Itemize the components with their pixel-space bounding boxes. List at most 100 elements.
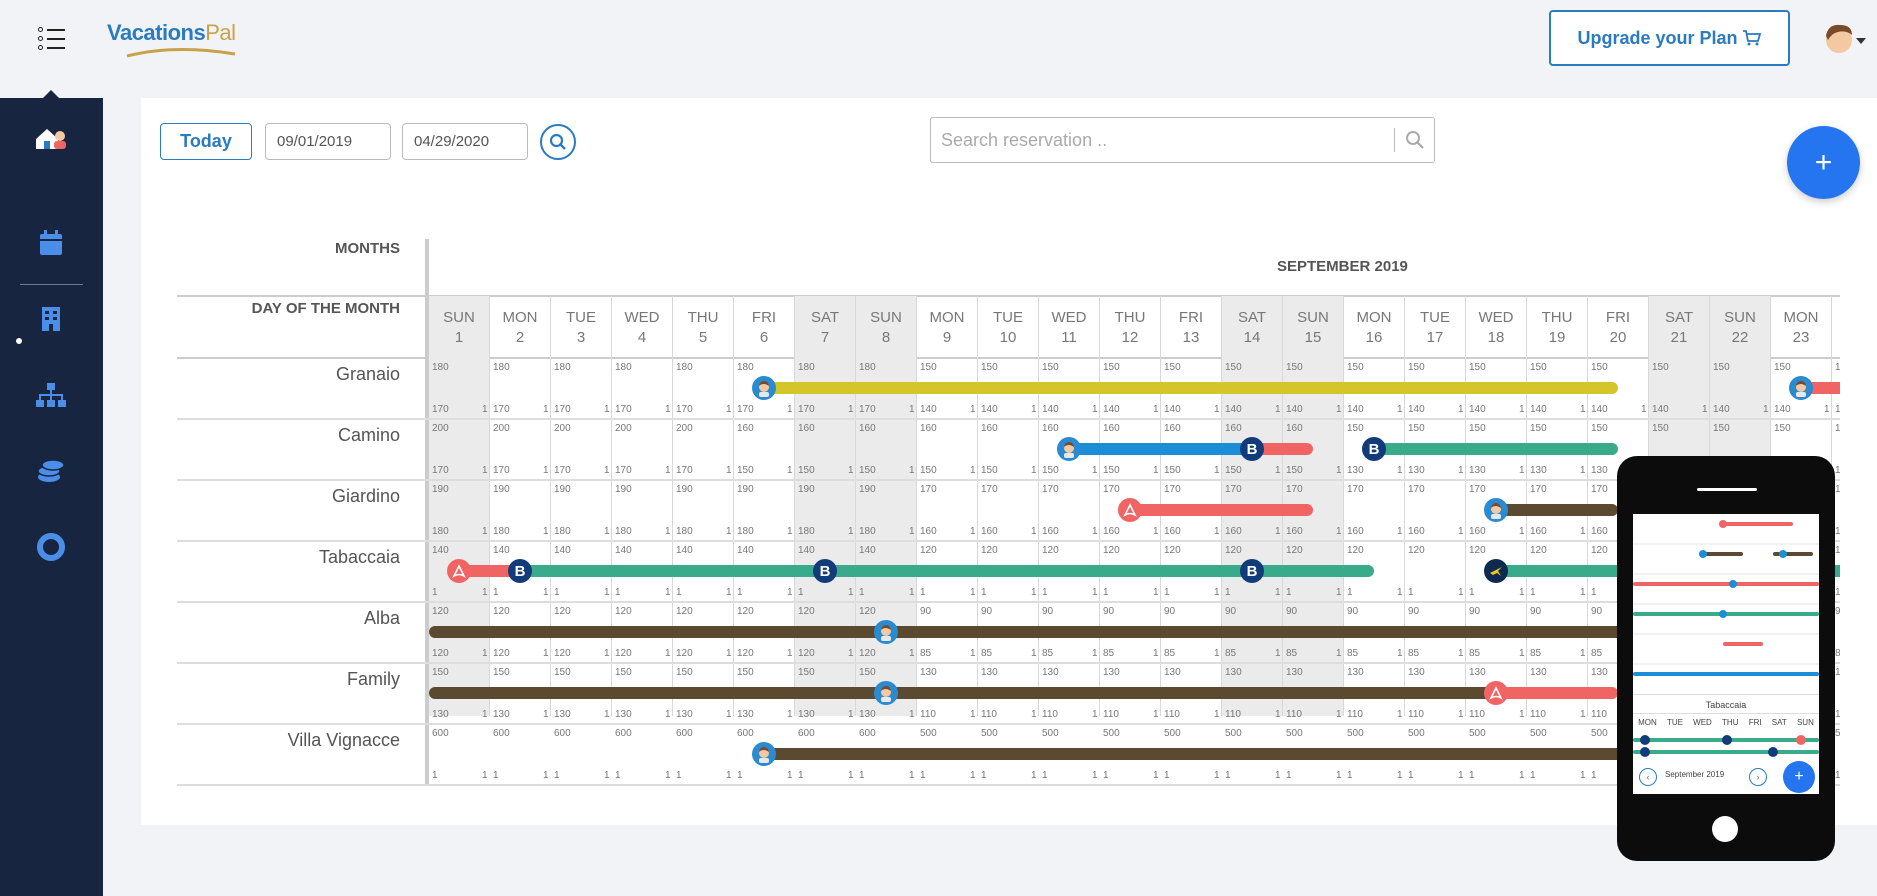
- day-price: 500: [1530, 728, 1547, 739]
- airbnb-icon[interactable]: [1484, 681, 1508, 705]
- day-price: 130: [1164, 667, 1181, 678]
- search-icon[interactable]: [1405, 130, 1425, 150]
- airbnb-icon[interactable]: [447, 559, 471, 583]
- sidebar-item-support[interactable]: [30, 526, 72, 568]
- room-name[interactable]: Tabaccaia: [318, 547, 400, 567]
- day-min-price: 130: [1347, 465, 1364, 476]
- today-button[interactable]: Today: [160, 123, 252, 160]
- guest-avatar-icon[interactable]: [1484, 498, 1508, 522]
- booking-bar[interactable]: [1496, 504, 1618, 516]
- guest-avatar-icon[interactable]: [874, 681, 898, 705]
- guest-avatar-icon[interactable]: [752, 742, 776, 766]
- booking-com-icon[interactable]: B: [1240, 437, 1264, 461]
- day-price: 170: [981, 484, 998, 495]
- room-name[interactable]: Villa Vignacce: [287, 730, 400, 750]
- guest-avatar-icon[interactable]: [1789, 376, 1813, 400]
- day-min-price: 140: [1164, 404, 1181, 415]
- day-min-price: 1: [554, 587, 560, 598]
- day-units: 1: [848, 709, 854, 720]
- booking-com-icon[interactable]: B: [1240, 559, 1264, 583]
- day-min-price: 160: [1042, 526, 1059, 537]
- booking-bar[interactable]: [1252, 443, 1313, 455]
- day-price: 180: [859, 362, 876, 373]
- day-price: 160: [981, 423, 998, 434]
- booking-com-icon[interactable]: B: [813, 559, 837, 583]
- day-of-week: SUN: [443, 309, 475, 326]
- phone-next-month-button[interactable]: ›: [1749, 768, 1767, 786]
- room-name[interactable]: Giardino: [331, 486, 400, 506]
- day-min-price: 130: [615, 709, 632, 720]
- booking-bar[interactable]: [886, 687, 1496, 699]
- day-units: 1: [1458, 465, 1464, 476]
- day-units: 1: [1397, 709, 1403, 720]
- day-min-price: 1: [798, 587, 804, 598]
- day-units: 1: [1824, 404, 1830, 415]
- sidebar-item-properties[interactable]: [30, 298, 72, 340]
- room-name[interactable]: Family: [347, 669, 400, 689]
- day-units: 1: [787, 526, 793, 537]
- room-name[interactable]: Camino: [337, 425, 400, 445]
- booking-com-icon[interactable]: B: [1362, 437, 1386, 461]
- day-min-price: 150: [1286, 465, 1303, 476]
- day-price: 600: [859, 728, 876, 739]
- day-price: 90: [1469, 606, 1481, 617]
- sidebar-item-calendar[interactable]: [30, 222, 72, 264]
- day-min-price: 160: [1103, 526, 1120, 537]
- day-units: 1: [1336, 526, 1342, 537]
- app-logo[interactable]: VacationsPal: [107, 18, 247, 62]
- day-price: 170: [1225, 484, 1242, 495]
- end-date-input[interactable]: [402, 123, 528, 160]
- booking-bar[interactable]: [764, 382, 1618, 394]
- booking-bar[interactable]: [1252, 565, 1374, 577]
- booking-bar[interactable]: [1374, 443, 1618, 455]
- sidebar-item-channels[interactable]: [30, 374, 72, 416]
- booking-bar[interactable]: [764, 748, 1679, 760]
- sidebar-item-home[interactable]: [30, 118, 72, 160]
- day-number: 20: [1609, 329, 1627, 346]
- booking-bar[interactable]: [520, 565, 825, 577]
- day-number: 13: [1182, 329, 1200, 346]
- day-price: 150: [1652, 423, 1669, 434]
- booking-bar[interactable]: [1130, 504, 1313, 516]
- phone-room-tab[interactable]: Tabaccaia: [1633, 694, 1819, 714]
- phone-add-button[interactable]: +: [1783, 761, 1815, 793]
- booking-bar[interactable]: [886, 626, 1679, 638]
- day-column: FRI 6: [734, 296, 795, 716]
- day-price: 150: [737, 667, 754, 678]
- booking-com-icon[interactable]: B: [508, 559, 532, 583]
- room-name[interactable]: Granaio: [335, 364, 400, 384]
- expedia-icon[interactable]: [1484, 559, 1508, 583]
- upgrade-plan-button[interactable]: Upgrade your Plan: [1549, 10, 1790, 66]
- sidebar-item-rates[interactable]: [30, 450, 72, 492]
- day-header: TUE 3: [551, 308, 611, 348]
- day-price: 150: [1591, 362, 1608, 373]
- day-price: 120: [920, 545, 937, 556]
- booking-bar[interactable]: [825, 565, 1252, 577]
- airbnb-icon[interactable]: [1118, 498, 1142, 522]
- start-date-input[interactable]: [265, 123, 391, 160]
- guest-avatar-icon[interactable]: [874, 620, 898, 644]
- booking-bar[interactable]: [429, 687, 886, 699]
- day-units: 1: [848, 648, 854, 659]
- day-min-price: 85: [1225, 648, 1237, 659]
- user-avatar[interactable]: [1822, 20, 1872, 60]
- day-header: FRI 6: [734, 308, 794, 348]
- add-reservation-button[interactable]: +: [1787, 126, 1860, 199]
- reservation-search-input[interactable]: [941, 124, 1381, 156]
- day-min-price: 140: [1103, 404, 1120, 415]
- guest-avatar-icon[interactable]: [752, 376, 776, 400]
- room-name[interactable]: Alba: [363, 608, 400, 628]
- phone-prev-month-button[interactable]: ‹: [1639, 768, 1657, 786]
- day-min-price: 170: [798, 404, 815, 415]
- booking-bar[interactable]: [459, 565, 520, 577]
- phone-day-header: MON TUE WED THU FRI SAT SUN: [1633, 718, 1819, 727]
- booking-bar[interactable]: [1069, 443, 1252, 455]
- booking-bar[interactable]: [429, 626, 886, 638]
- day-min-price: 120: [432, 648, 449, 659]
- day-min-price: 140: [1469, 404, 1486, 415]
- booking-bar[interactable]: [1496, 687, 1618, 699]
- day-header: SAT 21: [1649, 308, 1709, 348]
- menu-toggle-icon[interactable]: [38, 25, 68, 55]
- guest-avatar-icon[interactable]: [1057, 437, 1081, 461]
- date-search-button[interactable]: [540, 124, 576, 160]
